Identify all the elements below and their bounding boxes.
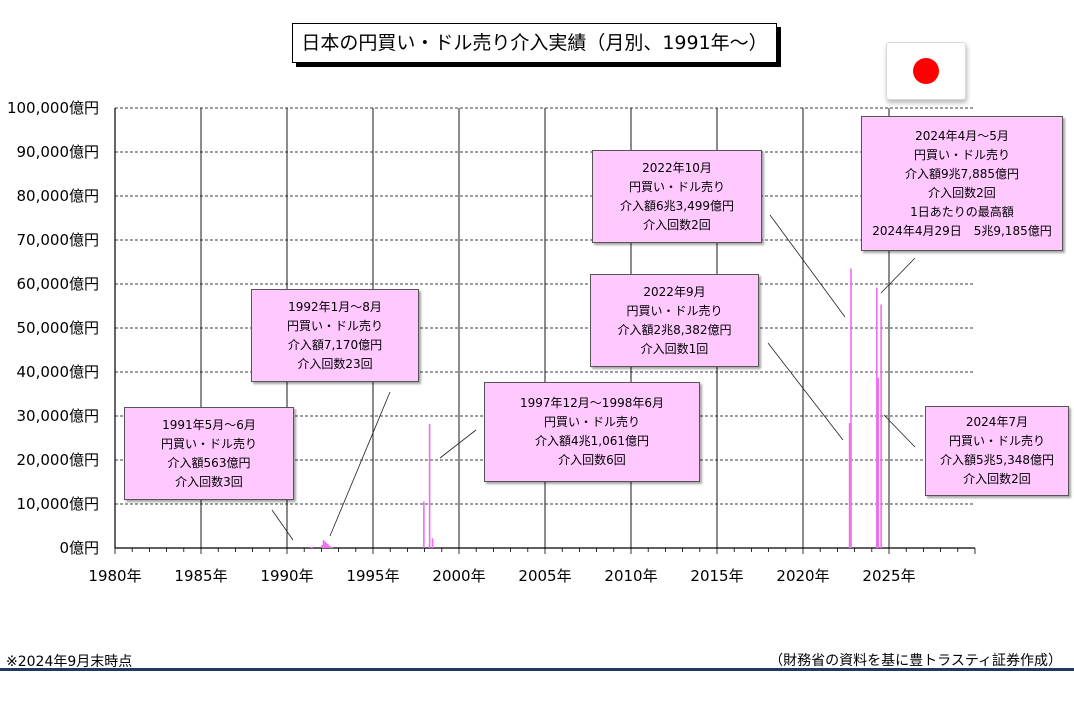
callout-leader-line <box>271 509 294 541</box>
intervention-bar <box>423 501 425 548</box>
intervention-bar <box>848 423 851 548</box>
intervention-bar <box>876 287 878 548</box>
callout-2024-04-line1: 2024年4月～5月 <box>915 128 1009 143</box>
intervention-bar <box>331 547 333 549</box>
y-tick-label: 80,000億円 <box>17 187 100 205</box>
footnote: ※2024年9月末時点 <box>6 654 133 670</box>
callout-leader-line <box>880 257 916 294</box>
intervention-bar <box>311 546 313 548</box>
y-tick-label: 50,000億円 <box>17 319 100 337</box>
x-tick-label: 1990年 <box>260 567 313 585</box>
callout-1991: 1991年5月～6月 円買い・ドル売り 介入額563億円 介入回数3回 <box>124 407 294 500</box>
intervention-bar <box>321 544 323 548</box>
callout-1997-line1: 1997年12月～1998年6月 <box>520 396 664 410</box>
y-tick-label: 90,000億円 <box>17 143 100 161</box>
callout-2022-09-line1: 2022年9月 <box>643 284 706 299</box>
callout-1991-line3: 介入額563億円 <box>167 455 251 470</box>
callout-2024-04-line2: 円買い・ドル売り <box>913 147 1010 162</box>
x-tick-label: 2020年 <box>776 567 829 585</box>
x-tick-label: 2000年 <box>432 567 485 585</box>
callout-2022-09-line4: 介入回数1回 <box>640 341 709 356</box>
intervention-bar <box>850 268 852 548</box>
callout-2022-10-line1: 2022年10月 <box>642 160 712 175</box>
intervention-bar <box>428 423 431 548</box>
y-tick-label: 10,000億円 <box>17 495 100 513</box>
callout-leader-line <box>769 214 846 318</box>
callout-1992: 1992年1月～8月 円買い・ドル売り 介入額7,170億円 介入回数23回 <box>251 289 419 382</box>
callout-2024-04: 2024年4月～5月 円買い・ドル売り 介入額9兆7,885億円 介入回数2回 … <box>861 116 1063 251</box>
intervention-bar <box>329 546 332 548</box>
y-tick-label: 70,000億円 <box>17 231 100 249</box>
japan-flag-icon <box>886 42 966 100</box>
callout-2022-10: 2022年10月 円買い・ドル売り 介入額6兆3,499億円 介入回数2回 <box>592 150 762 243</box>
callout-2022-10-line2: 円買い・ドル売り <box>628 179 725 194</box>
y-tick-label: 20,000億円 <box>17 451 100 469</box>
callout-leader-line <box>767 342 844 441</box>
callout-1997: 1997年12月～1998年6月 円買い・ドル売り 介入額4兆1,061億円 介… <box>484 382 700 482</box>
x-tick-label: 2005年 <box>518 567 571 585</box>
intervention-bar <box>309 546 312 548</box>
callout-1991-line1: 1991年5月～6月 <box>162 417 256 432</box>
callout-2022-09-line2: 円買い・ドル売り <box>626 303 723 318</box>
callout-1991-line4: 介入回数3回 <box>175 474 243 489</box>
chart-title: 日本の円買い・ドル売り介入実績（月別、1991年～） <box>292 23 777 63</box>
intervention-bar <box>431 538 434 548</box>
x-tick-label: 1985年 <box>174 567 227 585</box>
x-tick-label: 1995年 <box>346 567 399 585</box>
y-tick-label: 40,000億円 <box>17 363 100 381</box>
callout-2024-04-line5: 1日あたりの最高額 <box>910 204 1014 219</box>
callout-2024-04-line4: 介入回数2回 <box>928 185 996 200</box>
x-tick-label: 2010年 <box>604 567 657 585</box>
y-tick-label: 30,000億円 <box>17 407 100 425</box>
intervention-bar <box>880 304 882 548</box>
flag-sun-icon <box>913 58 939 84</box>
x-tick-label: 2015年 <box>690 567 743 585</box>
callout-2024-04-line3: 介入額9兆7,885億円 <box>905 166 1019 181</box>
callout-1992-line2: 円買い・ドル売り <box>286 318 383 333</box>
source-note: （財務省の資料を基に豊トラスティ証券作成） <box>769 653 1062 669</box>
callout-2024-07-line4: 介入回数2回 <box>963 472 1031 486</box>
callout-1992-line4: 介入回数23回 <box>297 356 373 371</box>
x-tick-label: 2025年 <box>862 567 915 585</box>
callout-1997-line3: 介入額4兆1,061億円 <box>535 434 649 448</box>
y-tick-label: 60,000億円 <box>17 275 100 293</box>
intervention-bar <box>324 541 326 548</box>
callout-2024-07: 2024年7月 円買い・ドル売り 介入額5兆5,348億円 介入回数2回 <box>925 406 1069 496</box>
x-tick-label: 1980年 <box>88 567 141 585</box>
intervention-bar <box>327 544 329 548</box>
callout-2024-04-line6: 2024年4月29日 5兆9,185億円 <box>872 223 1052 238</box>
callout-2022-09: 2022年9月 円買い・ドル売り 介入額2兆8,382億円 介入回数1回 <box>590 274 759 367</box>
callout-1992-line3: 介入額7,170億円 <box>287 337 383 352</box>
y-tick-label: 0億円 <box>59 539 99 557</box>
callout-2024-07-line2: 円買い・ドル売り <box>948 434 1045 448</box>
callout-leader-line <box>439 429 477 459</box>
intervention-bar <box>328 545 331 548</box>
callout-1991-line2: 円買い・ドル売り <box>160 436 257 451</box>
callout-leader-line <box>883 414 916 448</box>
callout-1997-line4: 介入回数6回 <box>558 453 626 467</box>
intervention-bar <box>322 540 325 548</box>
callout-2022-10-line4: 介入回数2回 <box>643 217 711 232</box>
callout-2022-09-line3: 介入額2兆8,382億円 <box>617 322 732 337</box>
callout-1992-line1: 1992年1月～8月 <box>288 299 382 314</box>
callout-2022-10-line3: 介入額6兆3,499億円 <box>620 198 734 213</box>
intervention-bar <box>877 377 880 548</box>
bottom-rule <box>0 668 1074 671</box>
intervention-bar <box>325 542 328 548</box>
callout-2024-07-line3: 介入額5兆5,348億円 <box>940 453 1054 467</box>
callout-1997-line2: 円買い・ドル売り <box>543 415 640 429</box>
callout-2024-07-line1: 2024年7月 <box>965 415 1029 429</box>
callout-leader-line <box>329 391 391 537</box>
y-tick-label: 100,000億円 <box>7 99 99 117</box>
